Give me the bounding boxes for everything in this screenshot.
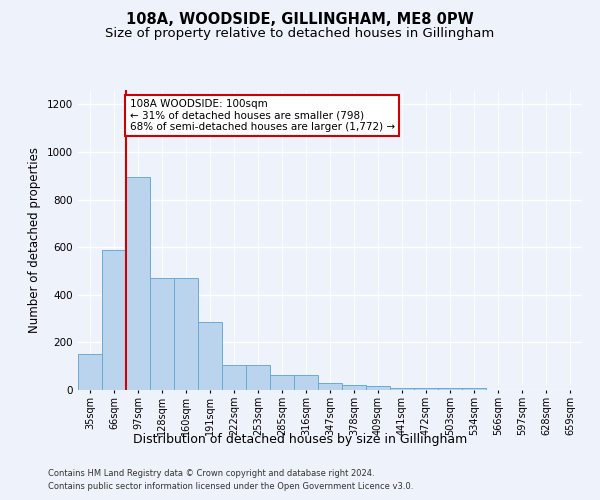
Bar <box>390 388 414 390</box>
Text: 108A WOODSIDE: 100sqm
← 31% of detached houses are smaller (798)
68% of semi-det: 108A WOODSIDE: 100sqm ← 31% of detached … <box>130 99 395 132</box>
Text: Distribution of detached houses by size in Gillingham: Distribution of detached houses by size … <box>133 432 467 446</box>
Bar <box>174 278 198 390</box>
Bar <box>78 354 102 390</box>
Bar <box>150 278 174 390</box>
Bar <box>318 384 342 390</box>
Text: Contains HM Land Registry data © Crown copyright and database right 2024.: Contains HM Land Registry data © Crown c… <box>48 468 374 477</box>
Bar <box>414 388 438 390</box>
Bar <box>126 178 150 390</box>
Bar <box>462 388 486 390</box>
Bar <box>198 322 222 390</box>
Text: Size of property relative to detached houses in Gillingham: Size of property relative to detached ho… <box>106 28 494 40</box>
Bar <box>438 388 462 390</box>
Bar <box>366 386 390 390</box>
Bar <box>294 375 318 390</box>
Bar <box>222 365 246 390</box>
Bar <box>270 375 294 390</box>
Text: Contains public sector information licensed under the Open Government Licence v3: Contains public sector information licen… <box>48 482 413 491</box>
Bar <box>246 365 270 390</box>
Text: 108A, WOODSIDE, GILLINGHAM, ME8 0PW: 108A, WOODSIDE, GILLINGHAM, ME8 0PW <box>126 12 474 28</box>
Bar <box>102 250 126 390</box>
Y-axis label: Number of detached properties: Number of detached properties <box>28 147 41 333</box>
Bar <box>342 385 366 390</box>
